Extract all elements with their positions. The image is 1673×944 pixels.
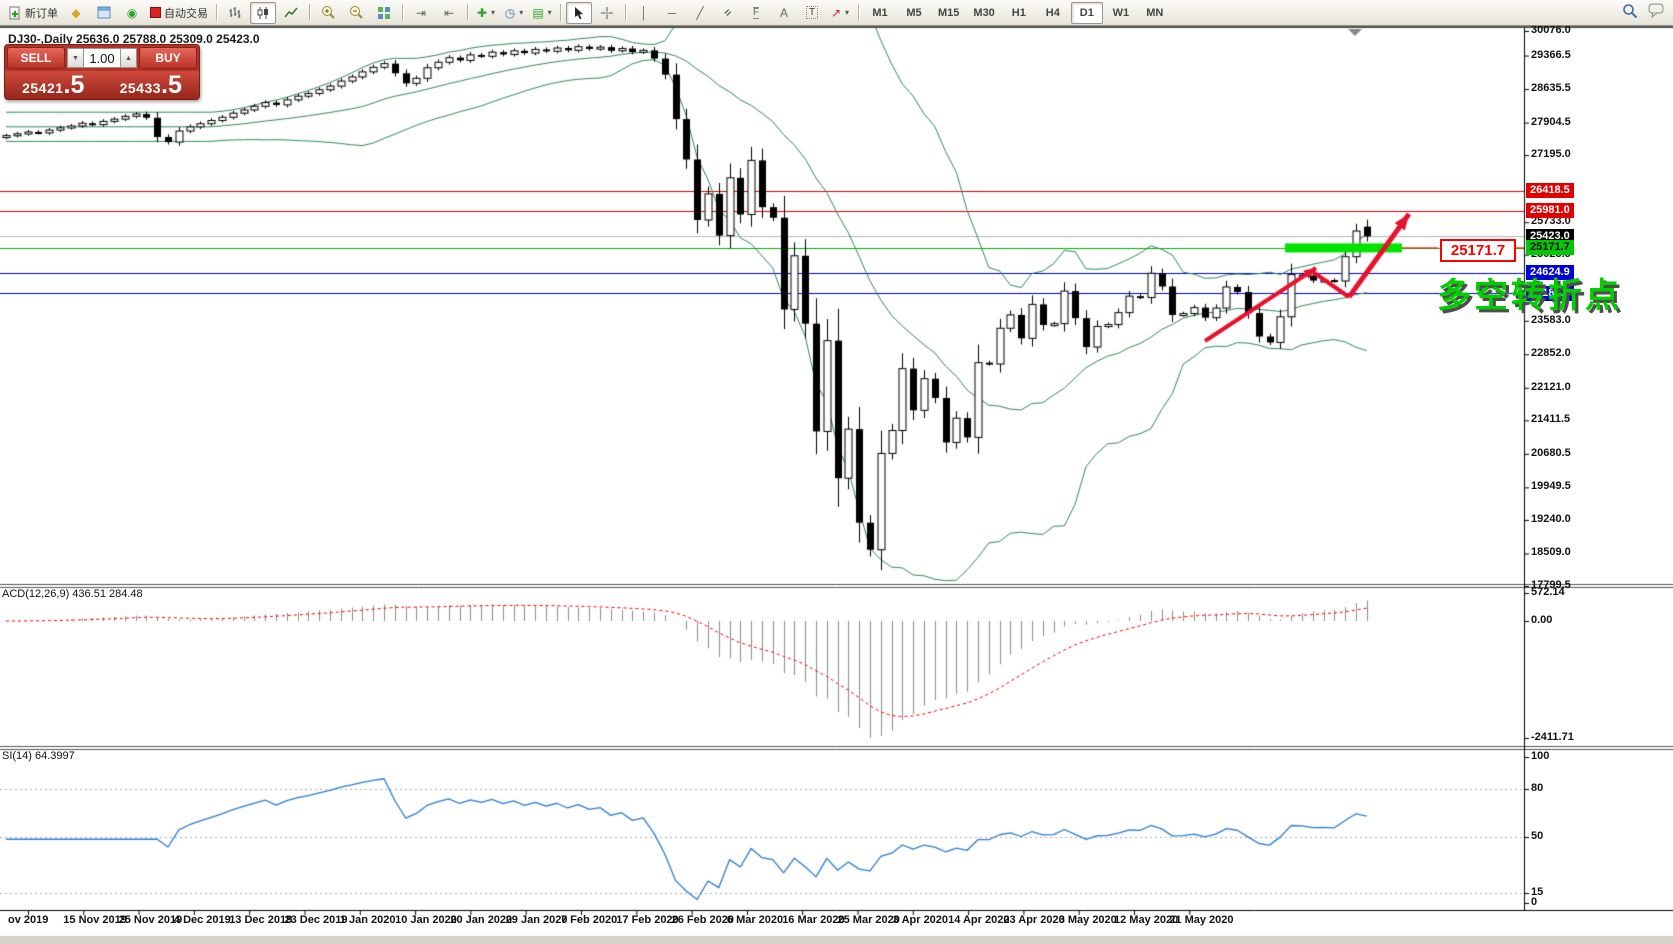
tile-windows-icon [378,6,390,19]
new-order-button[interactable]: 新订单 [5,2,61,24]
crosshair-button[interactable] [594,2,620,24]
auto-trading-label: 自动交易 [164,7,208,20]
sound-icon: ◉ [126,5,138,20]
volume-decrease-button[interactable]: ▼ [67,48,84,68]
bar-chart-icon [229,6,241,18]
equidistant-channel-button[interactable]: = [715,2,741,24]
buy-button[interactable]: BUY [139,47,197,69]
diamond-icon: ◆ [71,5,81,20]
chevron-down-icon: ▾ [845,8,850,17]
new-order-label: 新订单 [25,7,58,20]
one-click-trading-panel: SELL ▼ 1.00 ▲ BUY 25421.5 25433.5 [4,44,200,100]
sell-price-main: 25421 [22,80,64,96]
buy-price-display[interactable]: 25433.5 [103,73,200,99]
candlestick-chart-button[interactable] [250,1,276,24]
arrows-button[interactable]: ↗ ▾ [827,2,853,24]
toolbar-separator [858,4,859,21]
tile-windows-button[interactable] [371,2,397,24]
template-icon: ▤ [532,5,544,20]
sell-price-display[interactable]: 25421.5 [5,73,102,99]
volume-input[interactable]: 1.00 [84,48,120,68]
timeframe-button-m15[interactable]: M15 [938,6,960,19]
new-order-icon [9,6,20,19]
cursor-icon [575,6,583,19]
chart-shift-icon: ⇤ [443,5,455,20]
styler-button[interactable]: ◆ [63,2,89,24]
text-button[interactable]: A [771,2,797,24]
crosshair-icon [601,6,613,19]
auto-trading-icon [150,7,161,18]
trendline-button[interactable]: ╱ [687,2,713,24]
vertical-line-icon: │ [640,5,648,20]
triangle-up-icon: ▲ [125,54,132,62]
search-icon[interactable] [1622,3,1638,19]
sell-button[interactable]: SELL [7,47,65,69]
zoom-in-button[interactable] [315,2,341,24]
candlestick-chart-icon [257,6,268,19]
toolbar-separator [402,4,403,21]
timeframe-button-h1[interactable]: H1 [1011,6,1026,19]
text-label-button[interactable]: T [799,2,825,24]
templates-button[interactable]: ▤ ▾ [529,2,555,24]
timeframe-button-w1[interactable]: W1 [1112,6,1130,19]
triangle-down-icon: ▼ [72,54,79,62]
channel-icon: = [721,5,735,20]
trendline-icon: ╱ [696,5,704,20]
text-icon: A [779,5,788,20]
auto-scroll-button[interactable]: ⇥ [408,2,434,24]
buy-price-main: 25433 [119,80,162,96]
horizontal-line-button[interactable]: ─ [659,2,685,24]
auto-scroll-icon: ⇥ [415,5,427,20]
timeframe-group: M1 M5 M15 M30 H1 H4 D1 W1 MN [863,1,1172,24]
clock-icon: ◷ [504,5,516,20]
timeframe-button-d1[interactable]: D1 [1070,1,1103,24]
toolbar-separator [467,4,468,21]
auto-trading-button[interactable]: 自动交易 [147,2,211,24]
sell-price-pip: .5 [63,71,85,99]
sound-button[interactable]: ◉ [119,2,145,24]
line-chart-button[interactable] [278,2,304,24]
charts-window-button[interactable] [91,2,117,24]
timeframe-button-m5[interactable]: M5 [906,6,922,19]
window-icon [97,6,111,19]
macd-indicator-label: ACD(12,26,9) 436.51 284.48 [2,588,143,600]
zoom-in-icon [321,6,335,19]
toolbar-separator [216,4,217,21]
zoom-out-icon [349,6,363,19]
periods-button[interactable]: ◷ ▾ [501,2,527,24]
vertical-line-button[interactable]: │ [631,2,657,24]
bar-chart-button[interactable] [222,2,248,24]
chart-title: DJ30-,Daily 25636.0 25788.0 25309.0 2542… [8,32,260,46]
indicators-button[interactable]: ✚ ▾ [473,2,499,24]
indicators-add-icon: ✚ [476,5,488,20]
toolbar: 新订单 ◆ ◉ 自动交易 ⇥ ⇤ ✚ ▾ ◷ ▾ ▤ ▾ │ ─ ╱ = F A [0,0,1673,26]
timeframe-button-mn[interactable]: MN [1146,6,1164,19]
toolbar-separator [309,4,310,21]
turning-point-annotation: 多空转折点 [1437,277,1622,315]
buy-price-pip: .5 [161,71,182,99]
toolbar-separator [625,4,626,21]
cursor-button[interactable] [566,1,592,24]
horizontal-line-icon: ─ [667,5,677,20]
timeframe-button-m30[interactable]: M30 [973,6,995,19]
volume-increase-button[interactable]: ▲ [120,48,137,68]
line-chart-icon [284,7,298,17]
chevron-down-icon: ▾ [547,8,552,17]
fibonacci-icon: F [752,6,760,19]
chart-shift-button[interactable]: ⇤ [436,2,462,24]
arrow-tool-icon: ↗ [830,5,842,20]
timeframe-button-h4[interactable]: H4 [1045,6,1060,19]
text-label-icon: T [805,6,819,19]
rsi-indicator-label: SI(14) 64.3997 [2,750,75,762]
price-callout-box[interactable]: 25171.7 [1440,239,1516,262]
chevron-down-icon: ▾ [519,8,524,17]
fibonacci-button[interactable]: F [743,2,769,24]
chat-icon[interactable] [1648,3,1665,18]
toolbar-separator [560,4,561,21]
zoom-out-button[interactable] [343,2,369,24]
chevron-down-icon: ▾ [491,8,496,17]
timeframe-button-m1[interactable]: M1 [872,6,888,19]
